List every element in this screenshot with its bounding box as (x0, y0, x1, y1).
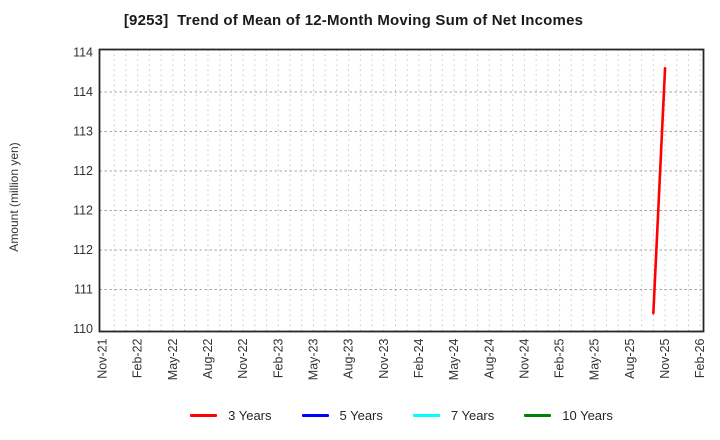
x-tick-label: Aug-22 (201, 338, 215, 378)
legend-item: 7 Years (412, 407, 495, 423)
x-tick-label: Feb-23 (271, 338, 285, 378)
x-tick-label: Nov-23 (377, 338, 391, 378)
x-tick-label: Feb-26 (693, 338, 707, 378)
legend-item-label: 7 Years (450, 407, 495, 423)
legend-item: 3 Years (190, 407, 272, 423)
axes-border (98, 48, 705, 333)
legend-line-icon (301, 413, 329, 417)
legend-item: 5 Years (301, 407, 383, 423)
x-tick-label: Aug-23 (342, 338, 356, 378)
legend-item: 10 Years (524, 408, 613, 423)
x-tick-label: May-22 (166, 338, 180, 380)
chart-title: [9253] Trend of Mean of 12-Month Moving … (123, 12, 584, 29)
y-tick-label: 114 (73, 46, 93, 60)
y-tick-label: 112 (73, 243, 93, 257)
y-tick-label: 112 (73, 164, 93, 178)
legend: 3 Years 5 Years 7 Years 10 Years (99, 405, 704, 425)
x-tick-label: Feb-25 (553, 338, 567, 378)
legend-line-icon (524, 413, 552, 417)
x-tick-label: Aug-25 (623, 338, 637, 378)
y-tick-label: 114 (73, 85, 93, 99)
x-tick-label: May-23 (306, 338, 320, 380)
y-tick-label: 110 (73, 322, 93, 336)
x-tick-label: May-24 (447, 338, 461, 380)
x-tick-label: May-25 (588, 338, 602, 380)
x-tick-label: Aug-24 (482, 338, 496, 378)
legend-item-label: 3 Years (228, 407, 272, 423)
x-tick-label: Feb-24 (412, 338, 426, 378)
legend-line-icon (190, 413, 218, 417)
x-tick-label: Feb-22 (131, 338, 145, 378)
x-tick-label: Nov-25 (658, 338, 672, 378)
x-tick-label: Nov-21 (96, 338, 110, 378)
y-tick-label: 113 (73, 125, 93, 139)
x-tick-label: Nov-22 (236, 338, 250, 378)
legend-item-label: 10 Years (562, 407, 613, 423)
y-tick-label: 112 (73, 204, 93, 218)
y-tick-label: 111 (74, 283, 93, 297)
series-line-3-years (652, 67, 667, 315)
legend-item-label: 5 Years (339, 407, 383, 423)
legend-line-icon (412, 413, 440, 417)
x-tick-label: Nov-24 (517, 338, 531, 378)
